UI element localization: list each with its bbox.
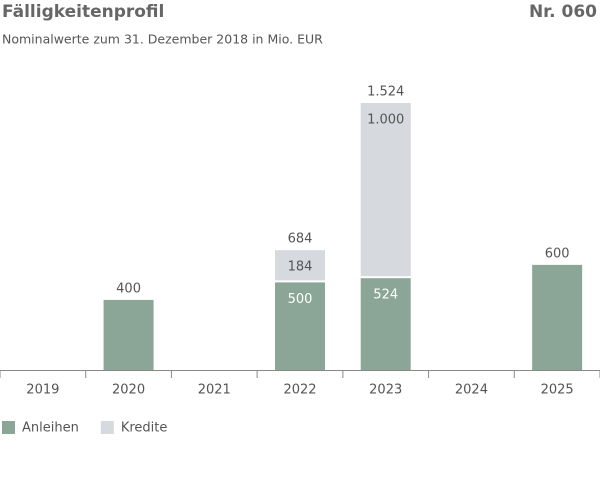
chart-subtitle: Nominalwerte zum 31. Dezember 2018 in Mi… (2, 32, 323, 47)
x-tick-label: 2025 (541, 383, 574, 398)
legend-label: Anleihen (22, 421, 79, 436)
value-label: 524 (373, 288, 398, 303)
total-label: 1.524 (367, 85, 404, 100)
bar-segment (360, 103, 411, 277)
bar-segment (360, 278, 411, 370)
x-tick-label: 2019 (26, 383, 59, 398)
legend-swatch (100, 421, 114, 434)
chart-title: Fälligkeitenprofil (2, 2, 164, 22)
x-tick-label: 2023 (369, 383, 402, 398)
x-tick-label: 2022 (283, 383, 316, 398)
x-tick-label: 2024 (455, 383, 488, 398)
total-label: 600 (545, 246, 570, 261)
value-label: 1.000 (367, 113, 404, 128)
total-label: 684 (288, 232, 313, 247)
value-label: 500 (288, 292, 313, 307)
x-tick-label: 2021 (198, 383, 231, 398)
total-label: 400 (116, 281, 141, 296)
value-label: 184 (288, 260, 313, 275)
legend-swatch (2, 421, 15, 434)
chart-number: Nr. 060 (529, 2, 597, 22)
bar-segment (103, 299, 154, 370)
bar-segment (275, 250, 325, 281)
bar-segment (532, 264, 583, 370)
x-tick-label: 2020 (112, 383, 145, 398)
legend-label: Kredite (121, 421, 168, 436)
bar-segment (275, 282, 325, 370)
